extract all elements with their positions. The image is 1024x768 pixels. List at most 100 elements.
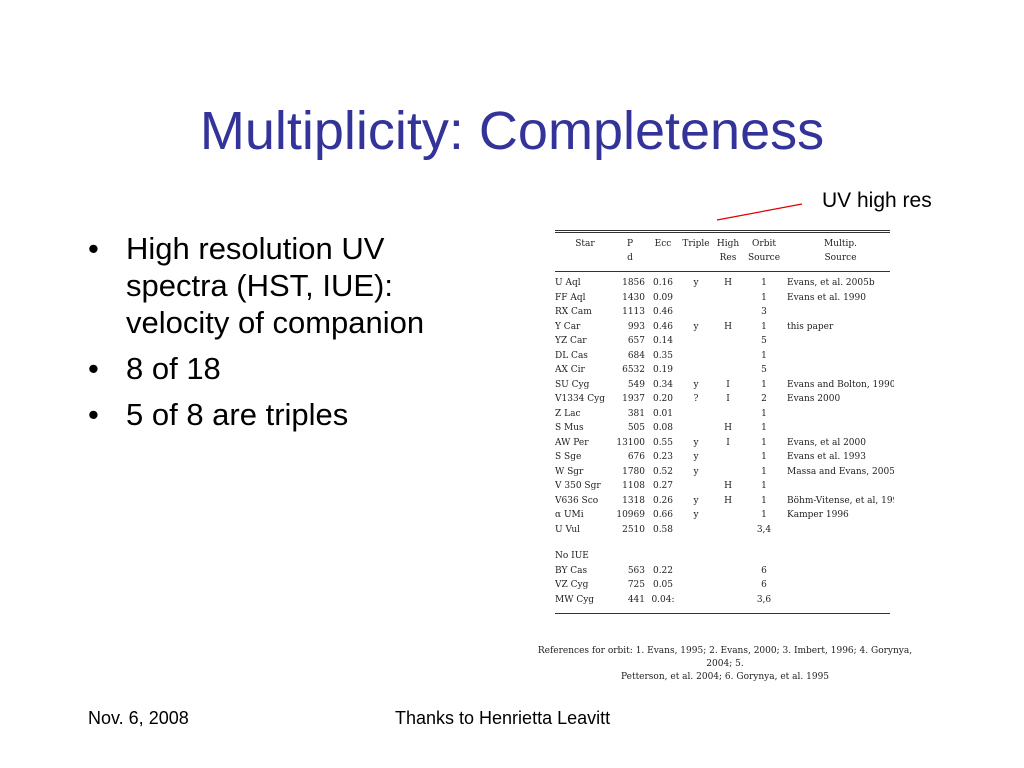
table-row: DL Cas 684 0.35 1 xyxy=(555,349,894,364)
table-row: AW Per 13100 0.55 y I 1 Evans, et al 2000 xyxy=(555,436,894,451)
cell-period: 725 xyxy=(627,580,645,590)
cell-ecc: 0.08 xyxy=(652,423,674,433)
cell-period: 684 xyxy=(627,350,645,361)
bullet-text: High resolution UV spectra (HST, IUE): v… xyxy=(126,231,425,340)
cell-multip-source xyxy=(783,593,894,608)
cell-high-res: I xyxy=(726,379,730,390)
table-row: U Vul 2510 0.58 3,4 xyxy=(555,523,894,538)
cell-period: 1108 xyxy=(622,481,645,491)
cell-triple xyxy=(681,421,711,436)
cell-triple: y xyxy=(693,437,699,448)
cell-triple: y xyxy=(693,495,699,506)
cell-triple: y xyxy=(693,510,699,520)
cell-orbit-source: 1 xyxy=(761,481,767,491)
cell-high-res xyxy=(711,291,745,306)
cell-high-res xyxy=(711,334,745,349)
table-row: YZ Car 657 0.14 5 xyxy=(555,334,894,349)
cell-ecc: 0.23 xyxy=(652,452,674,462)
cell-multip-source xyxy=(783,564,894,579)
cell-orbit-source: 1 xyxy=(761,510,767,520)
cell-multip-source xyxy=(783,523,894,538)
uv-high-res-annotation: UV high res xyxy=(822,189,932,212)
cell-star: Y Car xyxy=(555,321,581,332)
slide-title: Multiplicity: Completeness xyxy=(199,101,825,161)
cell-multip-source: Massa and Evans, 2005 xyxy=(787,466,894,477)
table-row: MW Cyg 441 0.04: 3,6 xyxy=(555,593,894,608)
cell-star: W Sgr xyxy=(555,466,584,477)
cell-high-res: I xyxy=(726,394,730,404)
table-row: W Sgr 1780 0.52 y 1 Massa and Evans, 2005 xyxy=(555,465,894,480)
cell-ecc: 0.20 xyxy=(652,394,674,404)
cell-period: 676 xyxy=(627,452,645,462)
cell-multip-source xyxy=(783,305,894,320)
cell-multip-source xyxy=(783,363,894,378)
cell-ecc: 0.09 xyxy=(652,292,674,303)
table-row: FF Aql 1430 0.09 1 Evans et al. 1990 xyxy=(555,291,894,306)
cell-star: V 350 Sgr xyxy=(555,481,601,491)
cell-period: 1318 xyxy=(622,495,645,506)
cell-high-res xyxy=(711,363,745,378)
table-top-rule xyxy=(555,230,890,233)
cell-orbit-source: 6 xyxy=(761,580,767,590)
cell-ecc: 0.66 xyxy=(652,510,674,520)
cell-star: S Mus xyxy=(555,423,584,433)
cell-high-res: H xyxy=(724,321,732,332)
cell-triple xyxy=(681,523,711,538)
cell-period: 6532 xyxy=(622,365,645,375)
cell-ecc: 0.04: xyxy=(651,594,675,605)
cell-star: DL Cas xyxy=(555,350,588,361)
table-row: S Sge 676 0.23 y 1 Evans et al. 1993 xyxy=(555,450,894,465)
cell-high-res xyxy=(711,578,745,593)
table-row: V636 Sco 1318 0.26 y H 1 Böhm-Vitense, et al, … xyxy=(555,494,894,509)
cell-star: SU Cyg xyxy=(555,379,590,390)
cell-star: U Aql xyxy=(555,278,581,288)
cell-period: 657 xyxy=(627,336,645,346)
cell-orbit-source: 5 xyxy=(761,365,767,375)
bullet-list: • High resolution UV spectra (HST, IUE): … xyxy=(88,230,488,442)
cell-triple xyxy=(681,479,711,494)
cell-star: BY Cas xyxy=(555,565,588,576)
cell-orbit-source: 1 xyxy=(761,495,767,506)
cell-ecc: 0.46 xyxy=(652,321,674,332)
cell-period: 441 xyxy=(627,594,645,605)
cell-orbit-source: 1 xyxy=(761,437,767,448)
cell-star: S Sge xyxy=(555,452,582,462)
cell-triple: y xyxy=(693,452,699,462)
table-row: VZ Cyg 725 0.05 6 xyxy=(555,578,894,593)
cell-ecc: 0.05 xyxy=(652,580,674,590)
cell-multip-source: Evans, et al. 2005b xyxy=(787,278,875,288)
cell-ecc: 0.26 xyxy=(652,495,674,506)
cell-high-res: H xyxy=(724,481,732,491)
cell-multip-source: Evans and Bolton, 1990 xyxy=(787,379,894,390)
cell-ecc: 0.22 xyxy=(652,565,674,576)
cell-triple xyxy=(681,407,711,422)
bullet-item: • 8 of 18 xyxy=(88,350,488,387)
footer-credit: Thanks to Henrietta Leavitt xyxy=(395,708,611,728)
cell-period: 13100 xyxy=(616,437,645,448)
cell-high-res xyxy=(711,407,745,422)
cell-period: 549 xyxy=(627,379,645,390)
bullet-item: • 5 of 8 are triples xyxy=(88,396,488,433)
cell-period: 1113 xyxy=(622,307,645,317)
cell-orbit-source: 1 xyxy=(761,321,767,332)
cell-high-res xyxy=(711,465,745,480)
cell-triple: ? xyxy=(693,394,699,404)
references-line: References for orbit: 1. Evans, 1995; 2.… xyxy=(537,646,913,669)
cell-ecc: 0.35 xyxy=(652,350,674,361)
table-row: AX Cir 6532 0.19 5 xyxy=(555,363,894,378)
table-row: RX Cam 1113 0.46 3 xyxy=(555,305,894,320)
table-body-no-iue: BY Cas 563 0.22 6 VZ Cyg 725 0.05 6 MW Cyg 441 0.0… xyxy=(555,564,894,608)
cell-period: 10969 xyxy=(616,510,645,520)
table-row: V1334 Cyg 1937 0.20? I 2 Evans 2000 xyxy=(555,392,894,407)
references-line: Petterson, et al. 2004; 6. Gorynya, et a… xyxy=(620,672,830,682)
cell-orbit-source: 1 xyxy=(761,379,767,390)
cell-triple: y xyxy=(693,321,699,332)
cell-orbit-source: 1 xyxy=(761,466,767,477)
cell-multip-source xyxy=(783,479,894,494)
cell-multip-source xyxy=(783,407,894,422)
cell-ecc: 0.34 xyxy=(652,379,674,390)
cell-star: α UMi xyxy=(555,510,584,520)
